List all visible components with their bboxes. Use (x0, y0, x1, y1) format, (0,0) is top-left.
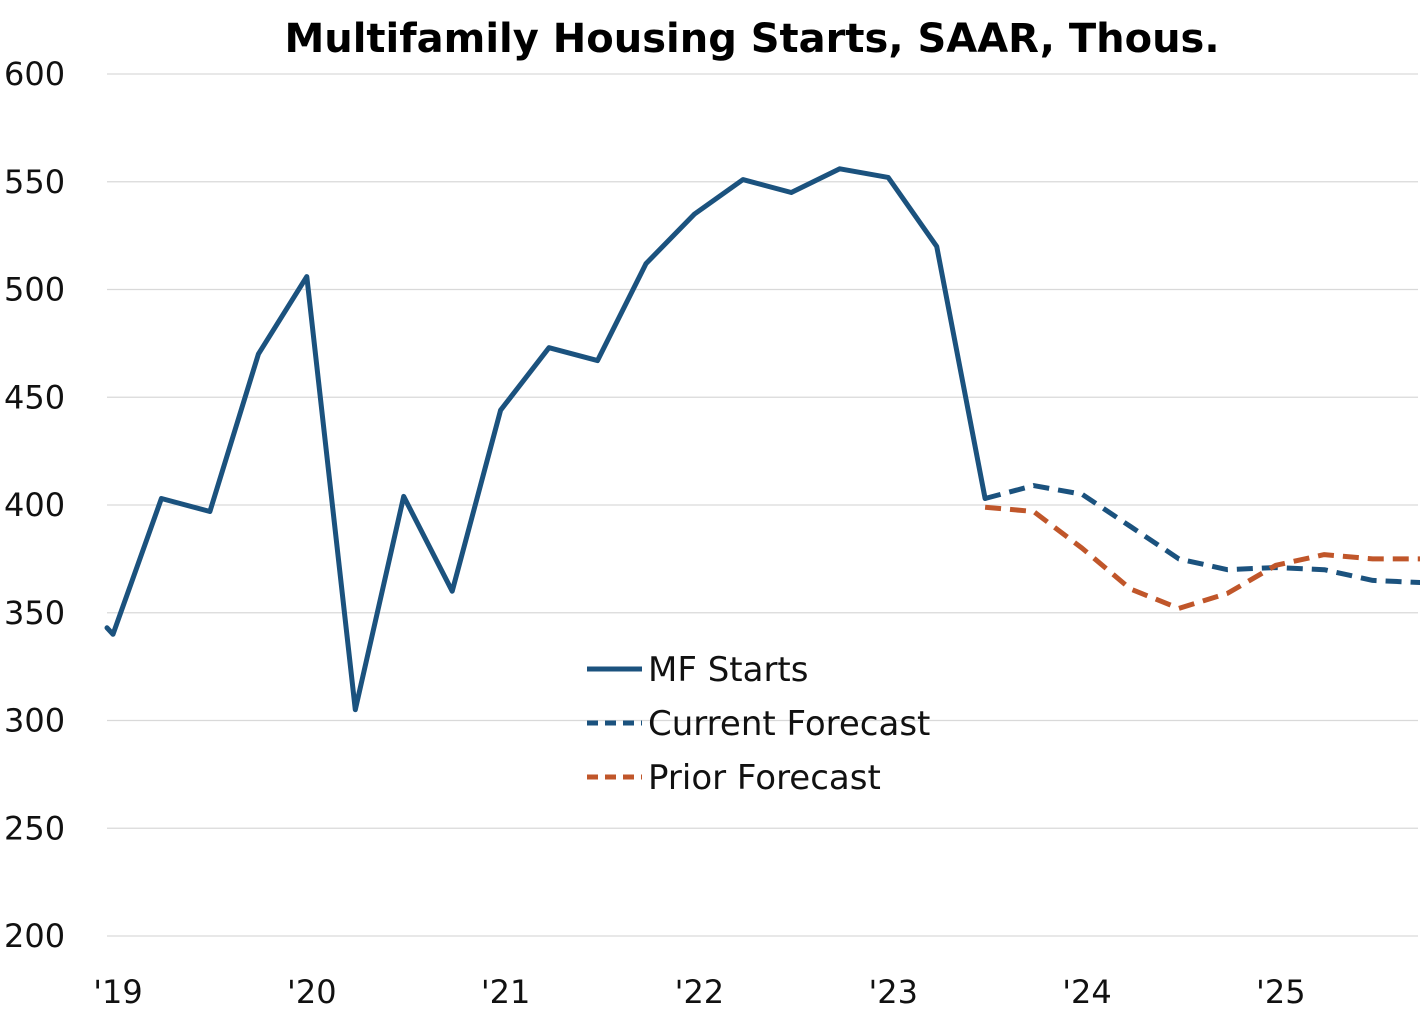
y-axis-tick-labels: 200 250 300 350 400 450 500 550 600 (4, 55, 65, 955)
legend-label: Prior Forecast (648, 758, 881, 798)
y-tick-label: 600 (4, 55, 65, 93)
y-tick-label: 300 (4, 702, 65, 740)
x-tick-label: '20 (287, 973, 337, 1011)
chart-title: Multifamily Housing Starts, SAAR, Thous. (284, 16, 1219, 62)
gridlines (107, 73, 1418, 937)
series-line-current-forecast (984, 483, 1420, 586)
x-tick-label: '19 (93, 973, 143, 1011)
x-tick-label: '21 (481, 973, 531, 1011)
y-tick-label: 550 (4, 163, 65, 201)
x-tick-label: '25 (1256, 973, 1306, 1011)
x-tick-label: '23 (868, 973, 918, 1011)
legend: MF Starts Current Forecast Prior Forecast (587, 650, 930, 798)
x-tick-label: '24 (1062, 973, 1112, 1011)
y-tick-label: 350 (4, 594, 65, 632)
series-line-mf-starts (104, 166, 988, 713)
x-axis-tick-labels: '19 '20 '21 '22 '23 '24 '25 (93, 973, 1305, 1011)
y-tick-label: 250 (4, 809, 65, 847)
series-line-prior-forecast (984, 504, 1420, 611)
y-tick-label: 200 (4, 917, 65, 955)
y-tick-label: 400 (4, 486, 65, 524)
x-tick-label: '22 (675, 973, 725, 1011)
series-lines (104, 166, 1420, 713)
y-tick-label: 450 (4, 378, 65, 416)
legend-label: Current Forecast (648, 704, 930, 744)
legend-label: MF Starts (648, 650, 808, 690)
y-tick-label: 500 (4, 271, 65, 309)
